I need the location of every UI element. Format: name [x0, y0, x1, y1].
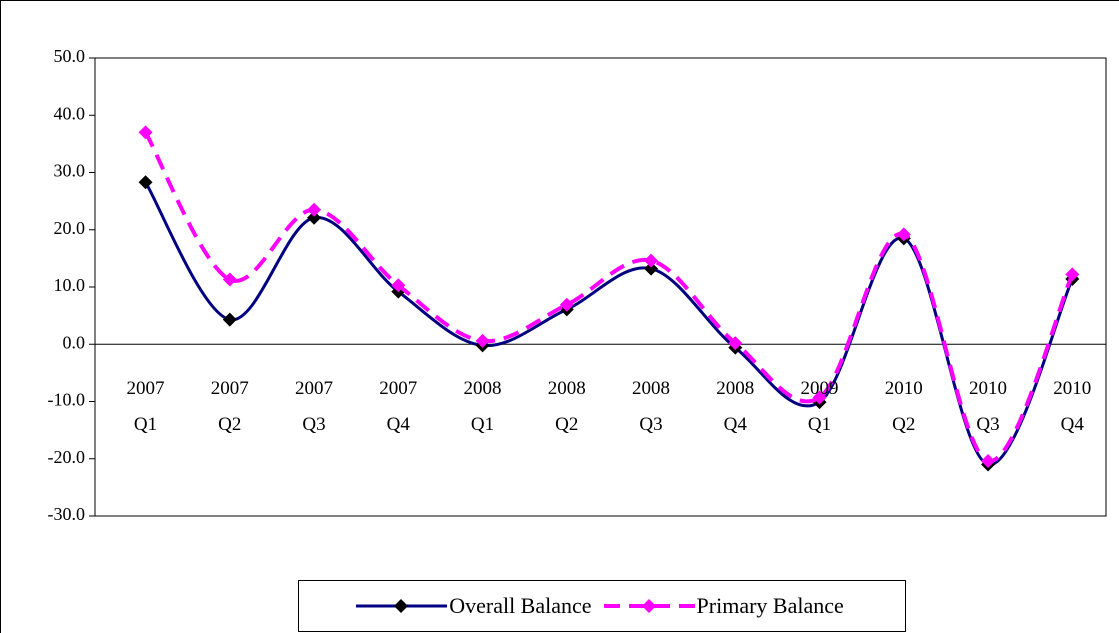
y-tick-label: -30.0 [48, 504, 86, 524]
legend: Overall Balance Primary Balance [298, 580, 906, 632]
data-marker [138, 175, 153, 190]
x-tick-label: 2008 Q3 [632, 378, 671, 436]
x-tick-label: 2007 Q4 [379, 378, 418, 436]
x-tick-label: 2009 Q1 [800, 378, 839, 436]
data-marker [981, 454, 996, 469]
data-marker [475, 333, 490, 348]
data-marker [644, 253, 659, 268]
data-marker [307, 202, 322, 217]
legend-marker [641, 599, 656, 613]
legend-label: Overall Balance [449, 593, 592, 618]
y-tick-label: 40.0 [54, 103, 86, 123]
y-tick-label: 30.0 [54, 161, 86, 181]
y-tick-label: 20.0 [54, 218, 86, 238]
x-tick-label: 2010 Q4 [1053, 378, 1092, 436]
legend-swatch [356, 599, 448, 613]
data-marker [1065, 267, 1080, 282]
x-tick-label: 2007 Q2 [210, 378, 249, 436]
legend-marker [394, 599, 409, 613]
x-tick-label: 2010 Q3 [969, 378, 1008, 436]
x-tick-label: 2007 Q3 [295, 378, 334, 436]
y-tick-label: 50.0 [54, 46, 86, 66]
data-marker [559, 297, 574, 312]
y-tick-label: -10.0 [48, 390, 86, 410]
x-tick-label: 2008 Q2 [547, 378, 586, 436]
data-marker [138, 125, 153, 140]
x-tick-label: 2008 Q4 [716, 378, 755, 436]
data-marker [391, 278, 406, 293]
data-marker [812, 390, 827, 405]
data-marker [896, 227, 911, 242]
legend-item: Overall Balance [354, 593, 597, 619]
data-marker [222, 312, 237, 327]
data-marker [644, 261, 659, 276]
data-marker [307, 210, 322, 225]
x-tick-label: 2007 Q1 [126, 378, 165, 436]
series-line [143, 131, 1075, 464]
data-marker [222, 272, 237, 287]
legend-item: Primary Balance [602, 593, 850, 619]
data-marker [728, 336, 743, 351]
x-tick-label: 2010 Q2 [884, 378, 923, 436]
y-tick-label: -20.0 [48, 447, 86, 467]
legend-label: Primary Balance [696, 593, 844, 618]
x-tick-label: 2008 Q1 [463, 378, 502, 436]
legend-swatch [603, 599, 695, 613]
y-tick-label: 0.0 [63, 332, 86, 352]
y-tick-label: 10.0 [54, 275, 86, 295]
